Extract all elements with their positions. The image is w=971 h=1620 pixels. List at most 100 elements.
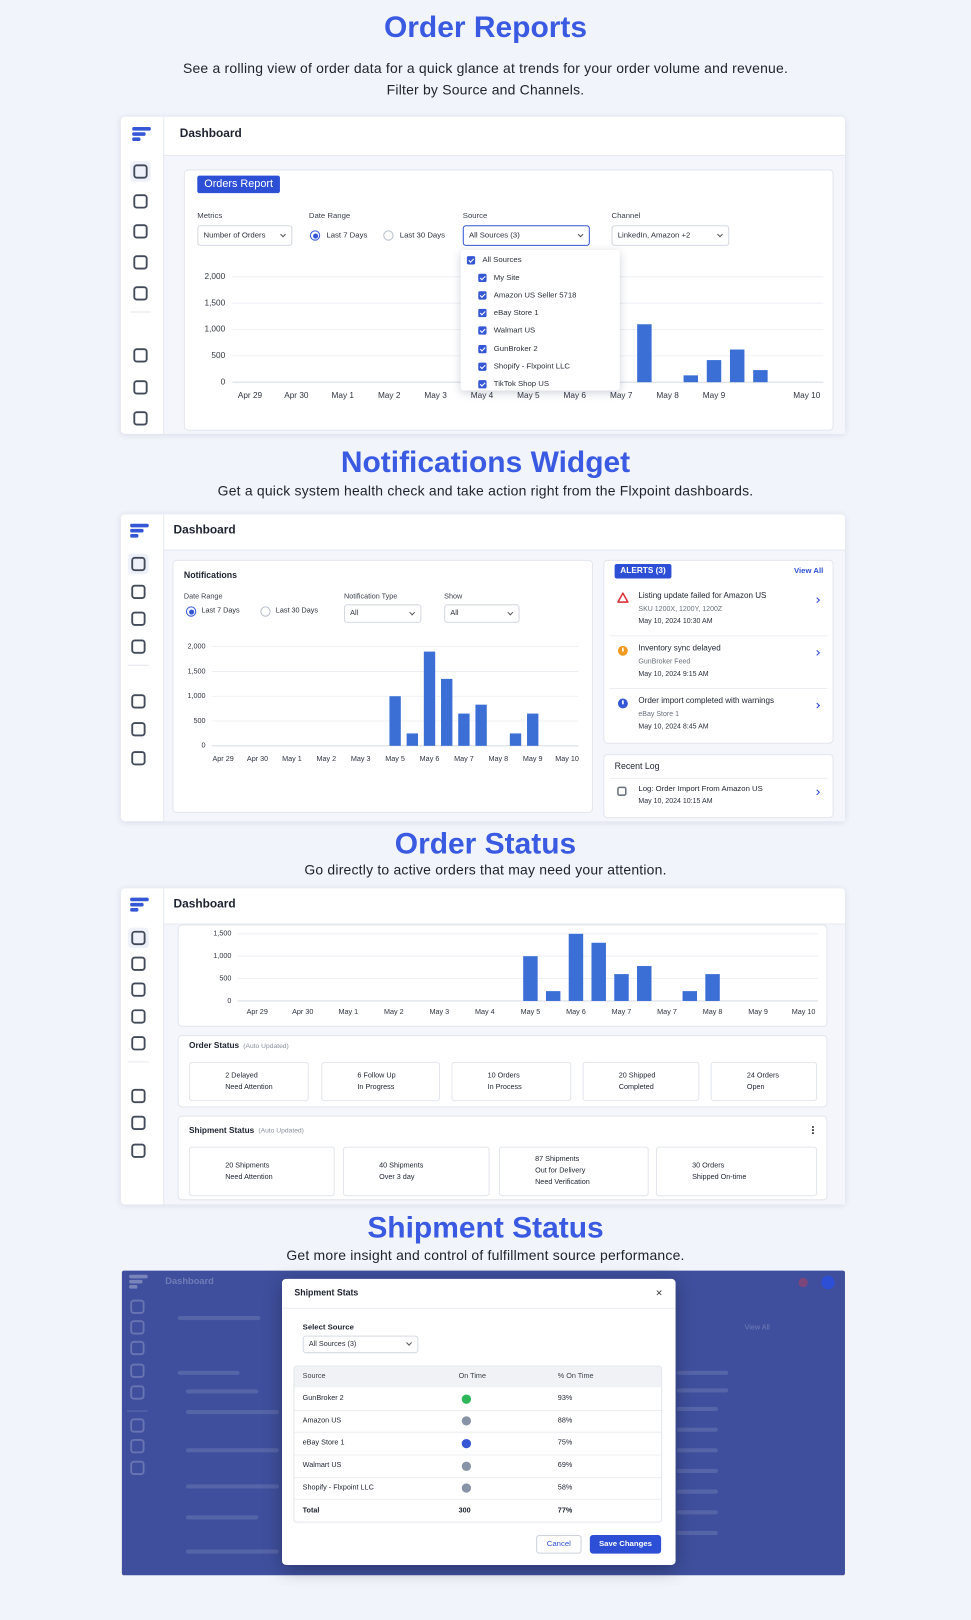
section-title: Order Status xyxy=(394,827,577,861)
separator xyxy=(609,635,828,637)
log-title[interactable]: Log: Order Import From Amazon US xyxy=(638,783,763,794)
checkbox[interactable] xyxy=(478,309,487,318)
status-tile[interactable] xyxy=(582,1061,700,1102)
on-time-dot xyxy=(461,1461,471,1471)
section-subtitle: See a rolling view of order data for a q… xyxy=(182,60,789,77)
dimmed-badge xyxy=(798,1277,808,1288)
alert-detail: SKU 1200X, 1200Y, 1200Z xyxy=(638,605,723,613)
source-option[interactable]: Shopify - Flxpoint LLC xyxy=(493,360,570,371)
radio-label[interactable]: Last 7 Days xyxy=(201,607,240,615)
select[interactable] xyxy=(444,604,520,623)
source-option[interactable]: Walmart US xyxy=(493,325,536,335)
card-title: Recent Log xyxy=(614,760,660,771)
row-pct: 69% xyxy=(557,1461,573,1470)
alert-title[interactable]: Order import completed with warnings xyxy=(638,695,775,706)
dimmed-line xyxy=(676,1468,718,1474)
stats-table xyxy=(293,1365,663,1523)
kebab-dot[interactable] xyxy=(811,1125,814,1129)
status-tile[interactable] xyxy=(655,1146,818,1197)
dimmed-header: Dashboard xyxy=(165,1275,214,1287)
source-select[interactable] xyxy=(462,225,590,246)
save-button[interactable] xyxy=(589,1535,662,1554)
checkbox[interactable] xyxy=(478,291,487,300)
radio[interactable] xyxy=(383,230,394,241)
filter-label: Date Range xyxy=(308,210,351,220)
notifications-card xyxy=(172,559,593,813)
select[interactable] xyxy=(302,1335,419,1354)
radio[interactable] xyxy=(260,606,271,617)
view-all-link[interactable]: View All xyxy=(793,565,824,576)
card-badge-text: Orders Report xyxy=(204,177,273,190)
checkbox[interactable] xyxy=(466,256,476,265)
checkbox[interactable] xyxy=(478,362,487,371)
dimmed-line xyxy=(177,1370,240,1375)
on-time-dot xyxy=(461,1416,471,1426)
filter-label: Channel xyxy=(611,210,641,220)
total-cell: 77% xyxy=(557,1507,573,1515)
tile-text: 20 Shipped xyxy=(618,1071,656,1080)
modal-title: Shipment Stats xyxy=(294,1287,359,1298)
checkbox[interactable] xyxy=(478,344,487,353)
card-note: (Auto Updated) xyxy=(258,1127,304,1135)
dimmed-avatar xyxy=(821,1275,835,1290)
status-tile[interactable] xyxy=(342,1146,490,1197)
sidebar-border xyxy=(163,116,165,434)
dimmed-line xyxy=(676,1406,718,1412)
source-option[interactable]: eBay Store 1 xyxy=(493,308,539,318)
checkbox[interactable] xyxy=(478,273,487,283)
alerts-card xyxy=(603,559,834,744)
status-tile[interactable] xyxy=(321,1061,441,1102)
cancel-button[interactable] xyxy=(536,1535,582,1554)
checkbox[interactable] xyxy=(478,379,487,389)
tile-text: Need Attention xyxy=(225,1083,273,1091)
kebab-dot[interactable] xyxy=(811,1129,814,1132)
kebab-dot[interactable] xyxy=(811,1132,814,1135)
source-option[interactable]: GunBroker 2 xyxy=(493,343,538,353)
column-header: % On Time xyxy=(557,1372,594,1381)
radio-label[interactable]: Last 30 Days xyxy=(399,230,445,240)
modal-close[interactable]: × xyxy=(655,1287,663,1300)
dimmed-link: View All xyxy=(744,1324,770,1332)
on-time-dot xyxy=(461,1394,471,1404)
checkbox[interactable] xyxy=(478,326,487,336)
status-tile[interactable] xyxy=(498,1146,649,1197)
on-time-dot xyxy=(461,1483,471,1493)
card-title: Notifications xyxy=(183,569,238,580)
card-badge xyxy=(197,175,280,194)
chart-card xyxy=(177,924,828,1027)
radio-label[interactable]: Last 7 Days xyxy=(326,230,368,240)
dimmed-line xyxy=(676,1388,729,1393)
dimmed-line xyxy=(676,1370,729,1375)
total-cell: 300 xyxy=(458,1507,471,1515)
alert-title[interactable]: Listing update failed for Amazon US xyxy=(638,590,767,600)
source-option[interactable]: TikTok Shop US xyxy=(493,378,550,388)
filter-label: Source xyxy=(462,210,488,220)
dimmed-line xyxy=(185,1549,279,1554)
row-separator xyxy=(294,1476,662,1478)
filter-label: Metrics xyxy=(197,210,223,220)
section-subtitle: Filter by Source and Channels. xyxy=(386,82,585,98)
alert-title[interactable]: Inventory sync delayed xyxy=(638,643,721,653)
source-option[interactable]: All Sources xyxy=(482,255,522,265)
select[interactable] xyxy=(343,604,422,623)
status-tile[interactable] xyxy=(189,1061,309,1102)
header-title: Dashboard xyxy=(179,127,242,141)
source-option[interactable]: Amazon US Seller 5718 xyxy=(493,290,577,300)
column-header: On Time xyxy=(458,1372,486,1381)
tile-text: Need Verification xyxy=(535,1178,590,1187)
source-option[interactable]: My Site xyxy=(493,272,520,282)
status-tile[interactable] xyxy=(710,1061,818,1102)
status-tile[interactable] xyxy=(451,1061,572,1102)
table-header xyxy=(294,1366,662,1388)
filter-label: Show xyxy=(444,593,463,601)
select[interactable] xyxy=(611,225,730,246)
select-value: All xyxy=(350,609,359,617)
tile-text: 30 Orders xyxy=(692,1161,725,1169)
dimmed-line xyxy=(185,1484,279,1489)
select[interactable] xyxy=(197,225,293,246)
radio-label[interactable]: Last 30 Days xyxy=(275,607,319,615)
filter-label: Notification Type xyxy=(343,593,398,601)
status-tile[interactable] xyxy=(189,1146,335,1197)
tile-text: 87 Shipments xyxy=(535,1156,580,1164)
